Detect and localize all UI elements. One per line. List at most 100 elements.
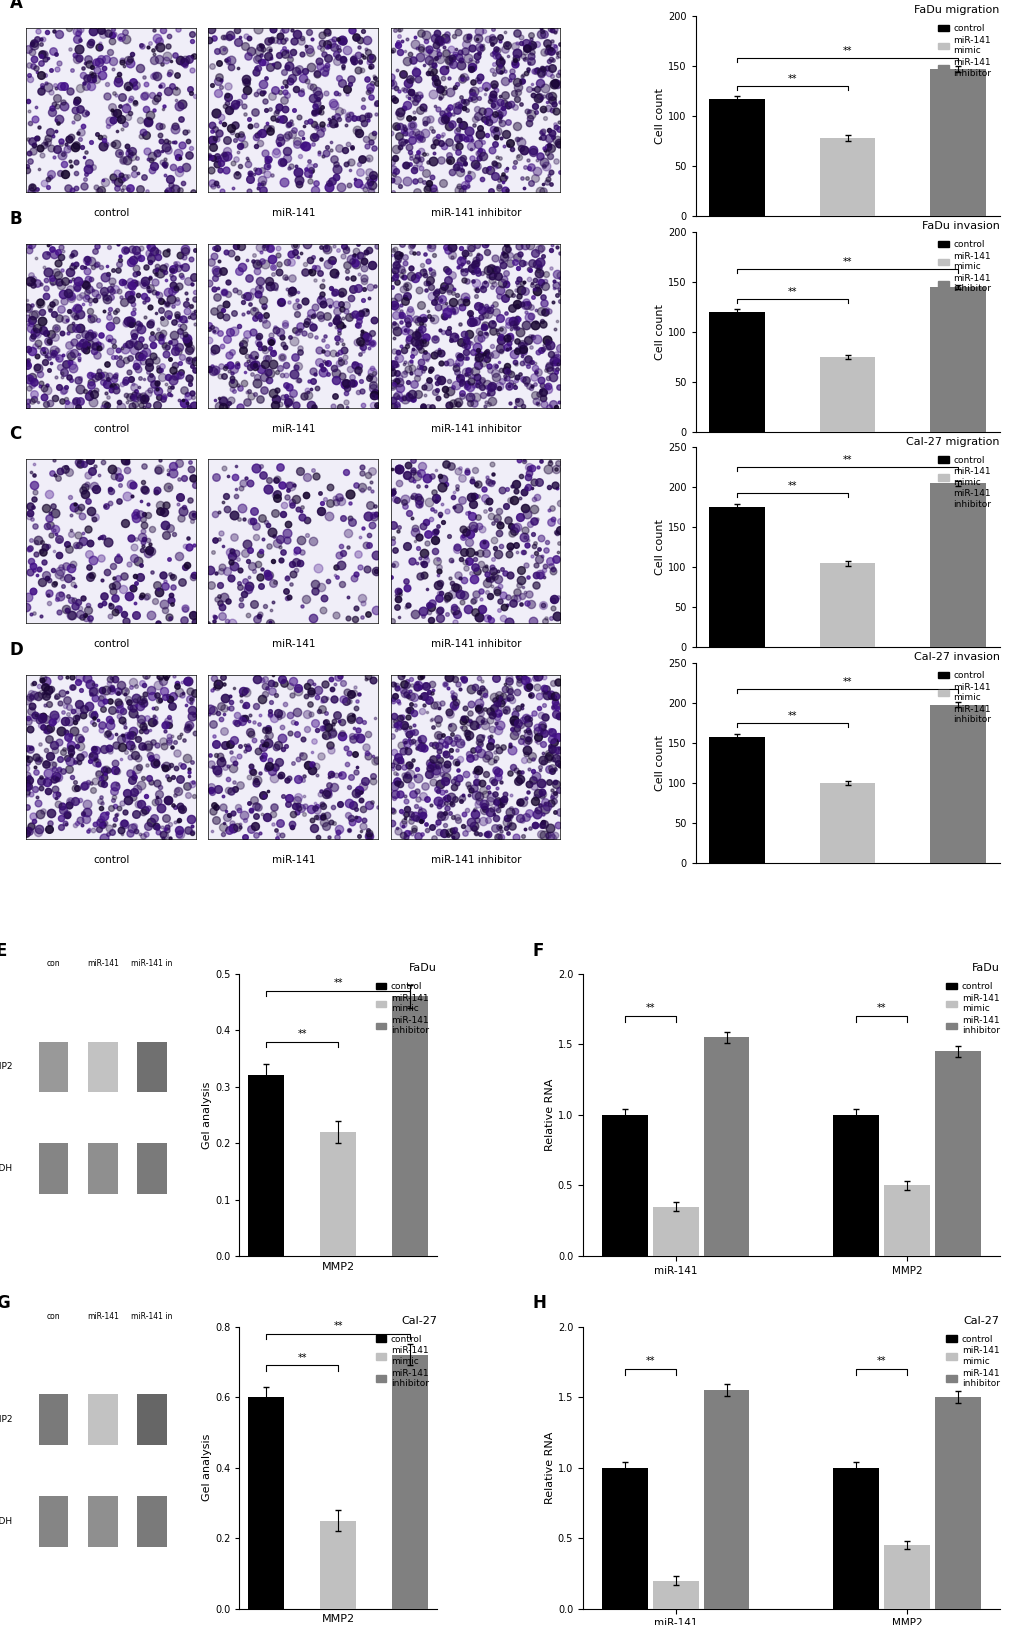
Legend: control, miR-141
mimic, miR-141
inhibitor: control, miR-141 mimic, miR-141 inhibito… xyxy=(942,1331,1003,1391)
Bar xyxy=(833,1467,878,1609)
Bar xyxy=(88,1042,117,1092)
Text: control: control xyxy=(94,424,129,434)
Bar xyxy=(249,1076,284,1256)
Text: MMP2: MMP2 xyxy=(0,1063,12,1071)
Y-axis label: Cell count: Cell count xyxy=(654,520,664,575)
Legend: control, miR-141
mimic, miR-141
inhibitor: control, miR-141 mimic, miR-141 inhibito… xyxy=(372,1331,432,1391)
Text: miR-141 in: miR-141 in xyxy=(131,1311,172,1321)
Legend: control, miR-141
mimic, miR-141
inhibitor: control, miR-141 mimic, miR-141 inhibito… xyxy=(933,21,995,81)
Text: miR-141: miR-141 xyxy=(272,208,316,218)
Bar xyxy=(391,1355,428,1609)
Legend: control, miR-141
mimic, miR-141
inhibitor: control, miR-141 mimic, miR-141 inhibito… xyxy=(942,978,1003,1038)
Text: control: control xyxy=(94,639,129,648)
Bar xyxy=(708,736,764,863)
Text: MMP2: MMP2 xyxy=(0,1415,12,1424)
Text: **: ** xyxy=(787,712,796,722)
Legend: control, miR-141
mimic, miR-141
inhibitor: control, miR-141 mimic, miR-141 inhibito… xyxy=(933,668,995,728)
Text: FaDu: FaDu xyxy=(971,964,999,973)
Text: C: C xyxy=(9,426,21,444)
Bar xyxy=(601,1467,647,1609)
Bar xyxy=(320,1133,356,1256)
Bar xyxy=(819,138,874,216)
Y-axis label: Relative RNA: Relative RNA xyxy=(544,1432,554,1503)
Text: **: ** xyxy=(842,257,852,266)
Text: **: ** xyxy=(333,978,342,988)
Text: miR-141 in: miR-141 in xyxy=(131,959,172,968)
Text: miR-141: miR-141 xyxy=(87,1311,118,1321)
Bar xyxy=(138,1142,167,1194)
Legend: control, miR-141
mimic, miR-141
inhibitor: control, miR-141 mimic, miR-141 inhibito… xyxy=(933,236,995,297)
Bar xyxy=(88,1142,117,1194)
Text: **: ** xyxy=(787,481,796,491)
Bar xyxy=(934,1398,979,1609)
Text: **: ** xyxy=(298,1352,307,1362)
Bar xyxy=(708,99,764,216)
Text: F: F xyxy=(532,942,544,960)
Y-axis label: Cell count: Cell count xyxy=(654,304,664,359)
Text: **: ** xyxy=(645,1003,654,1014)
Text: **: ** xyxy=(876,1357,886,1367)
Text: E: E xyxy=(0,942,7,960)
Text: FaDu invasion: FaDu invasion xyxy=(921,221,999,231)
Bar xyxy=(39,1042,68,1092)
Text: miR-141 inhibitor: miR-141 inhibitor xyxy=(431,855,522,864)
Bar xyxy=(883,1186,929,1256)
Bar xyxy=(39,1142,68,1194)
Bar xyxy=(39,1394,68,1445)
Text: control: control xyxy=(94,855,129,864)
Text: FaDu: FaDu xyxy=(409,964,437,973)
Y-axis label: Gel analysis: Gel analysis xyxy=(202,1433,212,1502)
X-axis label: MMP2: MMP2 xyxy=(321,1614,355,1625)
Bar xyxy=(39,1497,68,1547)
Text: **: ** xyxy=(876,1003,886,1014)
Bar xyxy=(819,356,874,432)
Text: B: B xyxy=(9,210,22,228)
Bar xyxy=(88,1394,117,1445)
Bar xyxy=(138,1394,167,1445)
Text: G: G xyxy=(0,1295,9,1313)
Text: **: ** xyxy=(842,676,852,687)
Bar xyxy=(652,1207,698,1256)
Bar xyxy=(929,70,984,216)
Bar xyxy=(934,1051,979,1256)
Text: H: H xyxy=(532,1295,546,1313)
Bar xyxy=(652,1581,698,1609)
Text: **: ** xyxy=(787,286,796,297)
Y-axis label: Cell count: Cell count xyxy=(654,88,664,145)
Text: **: ** xyxy=(298,1029,307,1038)
Text: **: ** xyxy=(842,455,852,465)
Bar xyxy=(703,1389,749,1609)
Text: miR-141 inhibitor: miR-141 inhibitor xyxy=(431,639,522,648)
Text: **: ** xyxy=(645,1357,654,1367)
Text: control: control xyxy=(94,208,129,218)
Text: Cal-27 invasion: Cal-27 invasion xyxy=(913,652,999,663)
Text: Cal-27: Cal-27 xyxy=(963,1316,999,1326)
Bar xyxy=(929,483,984,647)
Text: D: D xyxy=(9,642,23,660)
Bar xyxy=(708,312,764,432)
Bar xyxy=(138,1042,167,1092)
Bar xyxy=(819,564,874,647)
Bar xyxy=(138,1497,167,1547)
Text: **: ** xyxy=(333,1321,342,1331)
Text: GAPDH: GAPDH xyxy=(0,1164,12,1173)
Bar xyxy=(249,1398,284,1609)
Text: miR-141: miR-141 xyxy=(272,855,316,864)
Bar xyxy=(883,1545,929,1609)
Text: con: con xyxy=(47,959,60,968)
Text: Cal-27: Cal-27 xyxy=(400,1316,437,1326)
Text: **: ** xyxy=(787,75,796,84)
Bar xyxy=(703,1037,749,1256)
Bar xyxy=(833,1115,878,1256)
Bar xyxy=(391,996,428,1256)
Bar xyxy=(88,1497,117,1547)
Text: miR-141 inhibitor: miR-141 inhibitor xyxy=(431,424,522,434)
Bar xyxy=(819,783,874,863)
Text: miR-141: miR-141 xyxy=(272,639,316,648)
Text: miR-141: miR-141 xyxy=(87,959,118,968)
Text: miR-141 inhibitor: miR-141 inhibitor xyxy=(431,208,522,218)
Bar xyxy=(320,1521,356,1609)
Text: FaDu migration: FaDu migration xyxy=(913,5,999,16)
Text: miR-141: miR-141 xyxy=(272,424,316,434)
Text: Cal-27 migration: Cal-27 migration xyxy=(905,437,999,447)
